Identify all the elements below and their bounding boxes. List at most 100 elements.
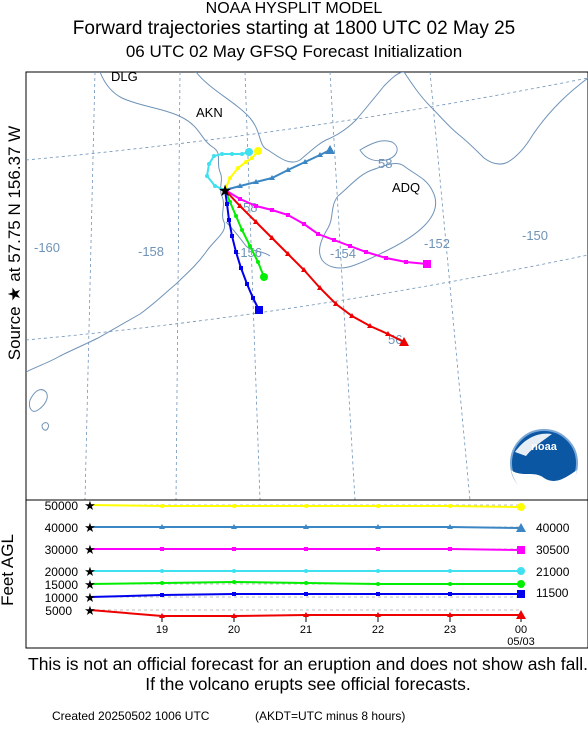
altitude-trajectory-marker bbox=[447, 612, 453, 617]
trajectory-marker bbox=[230, 152, 234, 156]
altitude-trajectories: ★★★★★★★ bbox=[84, 498, 526, 619]
place-label-dlg: DLG bbox=[111, 69, 138, 84]
altitude-trajectory-marker bbox=[304, 581, 308, 585]
trajectory-marker bbox=[333, 301, 339, 306]
trajectory-marker bbox=[234, 214, 238, 218]
noaa-logo-text: noaa bbox=[531, 441, 558, 453]
altitude-trajectory-marker bbox=[376, 547, 380, 551]
altitude-left-label: 15000 bbox=[45, 578, 79, 592]
altitude-right-label: 40000 bbox=[536, 521, 570, 535]
trajectory-marker bbox=[213, 184, 217, 188]
altitude-trajectory-marker bbox=[375, 524, 381, 529]
coast-afognak bbox=[359, 140, 398, 162]
trajectory-marker bbox=[285, 167, 291, 172]
place-label-akn: AKN bbox=[196, 105, 223, 120]
altitude-trajectory-marker bbox=[231, 524, 237, 529]
coastlines bbox=[26, 72, 588, 431]
trajectory-marker bbox=[227, 218, 231, 222]
altitude-trajectory-marker bbox=[517, 546, 525, 554]
altitude-trajectory-marker bbox=[303, 612, 309, 617]
altitude-date-label: 05/03 bbox=[507, 636, 535, 648]
altitude-trajectory-marker bbox=[376, 582, 380, 586]
altitude-trajectory-marker bbox=[516, 523, 526, 532]
trajectory-marker bbox=[237, 203, 243, 208]
coast-kenai bbox=[403, 72, 588, 165]
trajectory-marker bbox=[325, 145, 335, 154]
trajectory-marker bbox=[248, 244, 252, 248]
trajectory-marker bbox=[220, 152, 224, 156]
altitude-left-label: 30000 bbox=[45, 543, 79, 557]
altitude-trajectory-marker bbox=[160, 504, 164, 508]
trajectory-marker bbox=[245, 148, 253, 156]
source-star-icon: ★ bbox=[84, 564, 96, 579]
trajectory-marker bbox=[255, 306, 263, 314]
trajectory-line-5000 bbox=[224, 189, 405, 343]
source-star-icon: ★ bbox=[84, 577, 96, 592]
trajectory-marker bbox=[317, 285, 323, 290]
coast-cook-inlet bbox=[195, 72, 405, 163]
altitude-trajectory-marker bbox=[159, 524, 165, 529]
trajectory-marker bbox=[302, 159, 308, 164]
noaa-logo: noaa bbox=[510, 429, 578, 498]
trajectory-marker bbox=[332, 238, 336, 242]
altitude-left-labels: 50000 40000 30000 20000 15000 10000 5000 bbox=[45, 499, 79, 618]
trajectory-marker bbox=[250, 156, 254, 160]
altitude-trajectory-marker bbox=[160, 569, 164, 573]
altitude-trajectory-marker bbox=[517, 503, 525, 511]
altitude-frame bbox=[25, 499, 588, 649]
trajectory-marker bbox=[253, 179, 259, 184]
coast-kodiak bbox=[319, 163, 437, 269]
trajectory-marker bbox=[245, 282, 249, 286]
altitude-trajectory-marker bbox=[375, 612, 381, 617]
longitude-label: -150 bbox=[522, 228, 548, 243]
coast-peninsula-south bbox=[225, 221, 271, 257]
altitude-trajectory-marker bbox=[517, 580, 525, 588]
coast-island-south bbox=[29, 389, 48, 412]
altitude-trajectory-marker bbox=[232, 504, 236, 508]
altitude-right-labels: 40000 30500 21000 11500 bbox=[536, 521, 570, 600]
altitude-x-tick-label: 20 bbox=[228, 624, 240, 636]
trajectory-marker bbox=[236, 166, 240, 170]
source-star-icon: ★ bbox=[84, 520, 96, 535]
trajectory-marker bbox=[385, 331, 391, 336]
altitude-trajectory-marker bbox=[448, 547, 452, 551]
trajectory-marker bbox=[399, 337, 409, 346]
trajectory-marker bbox=[228, 176, 232, 180]
trajectory-marker bbox=[240, 228, 244, 232]
main-title: Forward trajectories starting at 1800 UT… bbox=[72, 18, 516, 39]
trajectory-marker bbox=[404, 260, 408, 264]
altitude-trajectory-marker bbox=[376, 569, 380, 573]
trajectory-marker bbox=[254, 147, 262, 155]
altitude-trajectory-marker bbox=[304, 504, 308, 508]
map-panel: DLG AKN ADQ -160 -158 -156 -154 -152 -15… bbox=[25, 69, 588, 501]
source-star-icon: ★ bbox=[218, 183, 232, 200]
latitude-label: 58 bbox=[378, 156, 392, 171]
trajectory-marker bbox=[348, 244, 352, 248]
altitude-trajectory-marker bbox=[160, 581, 164, 585]
trajectory-marker bbox=[234, 250, 238, 254]
altitude-trajectory-marker bbox=[232, 580, 236, 584]
map-trajectories bbox=[205, 145, 431, 346]
trajectory-marker bbox=[316, 232, 320, 236]
trajectory-marker bbox=[260, 273, 268, 281]
coast-islet bbox=[41, 422, 49, 431]
altitude-right-label: 11500 bbox=[536, 586, 569, 600]
altitude-x-tick-label: 22 bbox=[372, 624, 384, 636]
latitude-line-south bbox=[26, 254, 588, 341]
trajectory-marker bbox=[253, 219, 259, 224]
trajectory-marker bbox=[237, 183, 243, 188]
trajectory-marker bbox=[384, 256, 388, 260]
trajectory-marker bbox=[238, 197, 242, 201]
altitude-x-labels: 19 20 21 22 23 00 bbox=[156, 624, 527, 636]
longitude-label: -160 bbox=[34, 240, 60, 255]
altitude-left-label: 5000 bbox=[45, 604, 72, 618]
altitude-left-label: 50000 bbox=[45, 499, 79, 513]
altitude-trajectory-marker bbox=[447, 524, 453, 529]
altitude-trajectory-marker bbox=[232, 569, 236, 573]
altitude-trajectory-marker bbox=[517, 567, 525, 575]
altitude-x-tick-label: 21 bbox=[300, 624, 312, 636]
trajectory-marker bbox=[286, 213, 290, 217]
altitude-left-label: 20000 bbox=[45, 565, 79, 579]
source-star-icon: ★ bbox=[84, 603, 96, 618]
